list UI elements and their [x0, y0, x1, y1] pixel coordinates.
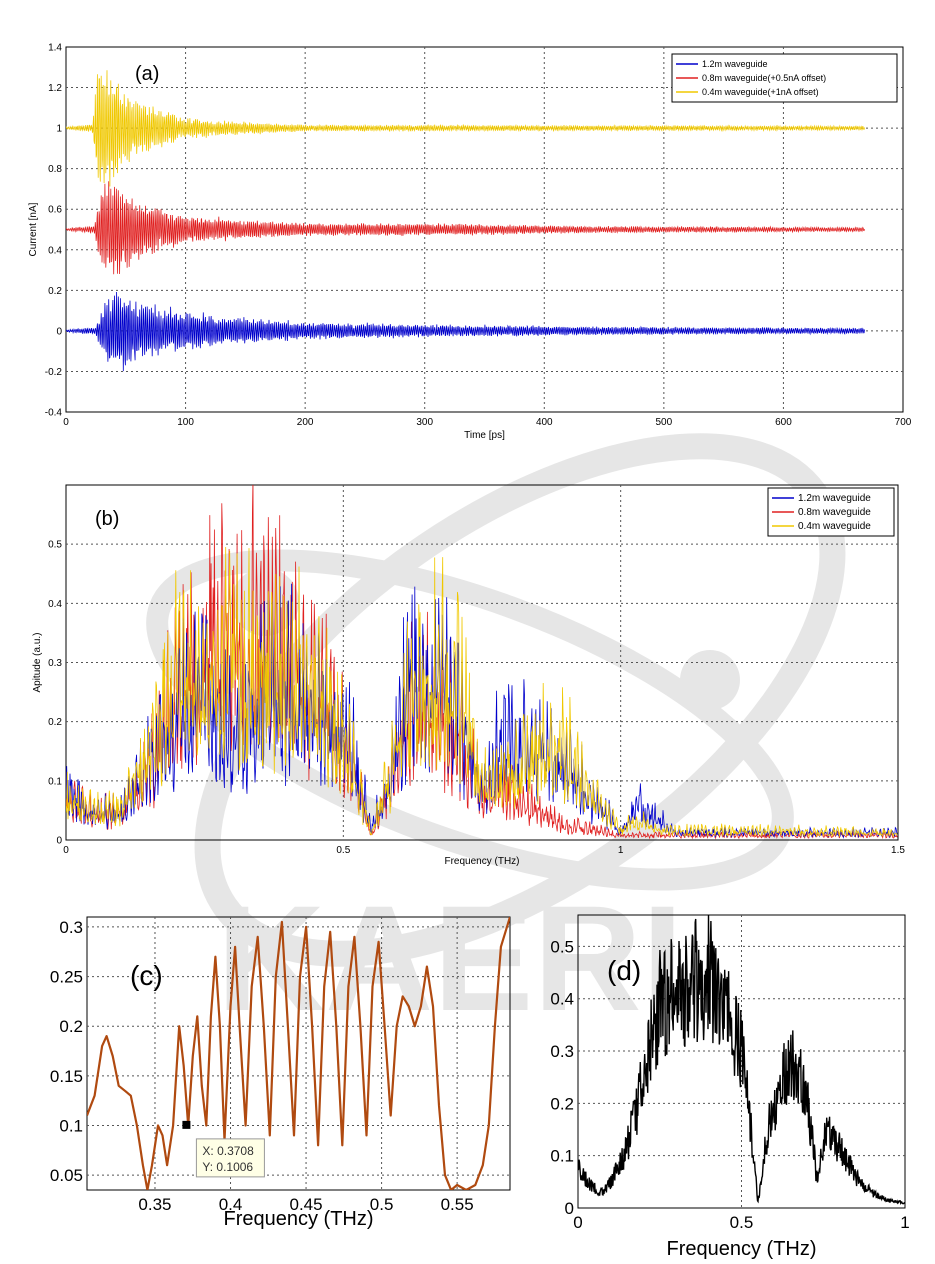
chart-a-y-tick-label: -0.2: [45, 367, 63, 378]
chart-d-y-tick-label: 0.3: [550, 1042, 574, 1061]
chart-a-series-line: [66, 291, 865, 372]
chart-a-time-domain: 0 100 200 300 400 500 600 700 -0.4 -0.2 0 0.2 0.4 0.6…: [28, 43, 912, 442]
chart-a-x-tick-label: 600: [775, 417, 792, 428]
chart-b-legend-entry: 0.8m waveguide: [798, 507, 871, 518]
chart-a-plot-area: [65, 46, 904, 413]
chart-a-series-line: [66, 181, 865, 275]
chart-a-x-tick-label: 500: [656, 417, 673, 428]
chart-d-series-line: [578, 915, 905, 1206]
chart-b-y-tick-label: 0.1: [48, 776, 62, 787]
chart-b-y-tick-label: 0.5: [48, 540, 62, 551]
chart-a-panel-label: (a): [135, 63, 159, 85]
chart-b-y-tick-label: 0.3: [48, 658, 62, 669]
chart-c-panel-label: (c): [130, 960, 163, 991]
chart-a-y-tick-label: 0: [56, 326, 62, 337]
chart-c-y-tick-label: 0.15: [50, 1067, 83, 1086]
chart-b-panel-label: (b): [95, 508, 119, 530]
chart-c-datatip: X: 0.3708 Y: 0.1006: [195, 1138, 265, 1178]
chart-a-y-tick-label: 1: [56, 124, 62, 135]
chart-d-x-tick-label: 0: [573, 1213, 582, 1232]
chart-d-panel-label: (d): [607, 955, 641, 986]
chart-a-series: [66, 70, 865, 372]
chart-b-series-line: [66, 546, 898, 838]
chart-b-y-tick-label: 0.2: [48, 717, 62, 728]
chart-a-series-line: [66, 70, 865, 187]
chart-a-y-tick-label: 1.2: [48, 83, 62, 94]
chart-c-y-tick-label: 0.05: [50, 1166, 83, 1185]
chart-c-y-tick-label: 0.2: [59, 1017, 83, 1036]
chart-d-x-tick-label: 1: [900, 1213, 909, 1232]
chart-a-x-tick-label: 300: [416, 417, 433, 428]
chart-a-x-tick-label: 200: [297, 417, 314, 428]
chart-b-series: [66, 485, 898, 840]
chart-c-series-line: [87, 917, 510, 1190]
chart-a-ticks: 0 100 200 300 400 500 600 700 -0.4 -0.2 0 0.2 0.4 0.6…: [45, 43, 912, 429]
chart-b-legend-entry: 0.4m waveguide: [798, 521, 871, 532]
chart-c-series: [87, 917, 510, 1190]
chart-c-data-marker[interactable]: [182, 1120, 191, 1129]
chart-c-datatip-y: Y: 0.1006: [202, 1160, 253, 1174]
chart-a-y-tick-label: 0.2: [48, 286, 62, 297]
chart-b-y-tick-label: 0: [56, 836, 62, 847]
chart-a-x-axis-label: Time [ps]: [464, 430, 505, 441]
chart-c-x-tick-label: 0.5: [370, 1195, 394, 1214]
chart-a-x-tick-label: 0: [63, 417, 69, 428]
chart-b-legend-entry: 1.2m waveguide: [798, 493, 871, 504]
chart-a-y-tick-label: 1.4: [48, 43, 62, 54]
chart-d-spectrum: 0 0.5 1 0 0.1 0.2 0.3 0.4 0.5 Frequency (THz) (d…: [550, 914, 910, 1260]
chart-b-x-tick-label: 1: [618, 845, 624, 856]
chart-d-y-tick-label: 0.2: [550, 1094, 574, 1113]
chart-b-y-tick-label: 0.4: [48, 599, 62, 610]
chart-b-ticks: 0 0.5 1 1.5 0 0.1 0.2 0.3 0.4 0.5: [48, 540, 905, 856]
chart-a-y-axis-label: Current [nA]: [28, 202, 39, 256]
chart-c-plot-area: [86, 916, 511, 1191]
chart-d-x-axis-label: Frequency (THz): [666, 1238, 816, 1260]
chart-d-y-tick-label: 0.1: [550, 1147, 574, 1166]
chart-a-legend-entry: 0.8m waveguide(+0.5nA offset): [702, 73, 826, 83]
chart-b-x-axis-label: Frequency (THz): [444, 856, 519, 867]
chart-a-legend-entry: 0.4m waveguide(+1nA offset): [702, 87, 819, 97]
chart-c-x-tick-label: 0.45: [290, 1195, 323, 1214]
chart-b-y-axis-label: Apitude (a.u.): [32, 632, 43, 692]
chart-c-zoomed-spectrum: 0.35 0.4 0.45 0.5 0.550.050.10.150.20.250.3 …: [50, 916, 511, 1230]
chart-a-y-tick-label: -0.4: [45, 408, 63, 419]
chart-a-x-tick-label: 400: [536, 417, 553, 428]
chart-a-x-tick-label: 700: [895, 417, 912, 428]
chart-d-y-tick-label: 0.4: [550, 990, 574, 1009]
watermark-text: KAERI: [217, 874, 684, 1042]
chart-c-y-tick-label: 0.3: [59, 918, 83, 937]
chart-a-y-tick-label: 0.8: [48, 164, 62, 175]
chart-b-x-tick-label: 0.5: [336, 845, 350, 856]
chart-b-legend: 1.2m waveguide 0.8m waveguide 0.4m wavegui…: [767, 487, 895, 537]
kaeri-watermark: KAERI: [146, 433, 846, 1042]
chart-d-ticks: 0 0.5 1 0 0.1 0.2 0.3 0.4 0.5: [550, 937, 909, 1232]
chart-c-ticks: 0.35 0.4 0.45 0.5 0.55 0.05 0.1 0.15 0.2 0.25 0.3: [50, 918, 474, 1214]
chart-d-y-tick-label: 0: [565, 1199, 574, 1218]
chart-d-y-tick-label: 0.5: [550, 937, 574, 956]
chart-c-y-tick-label: 0.25: [50, 968, 83, 987]
chart-a-y-tick-label: 0.4: [48, 245, 62, 256]
chart-c-x-axis-label: Frequency (THz): [223, 1208, 373, 1230]
chart-c-x-tick-label: 0.55: [441, 1195, 474, 1214]
chart-c-x-tick-label: 0.4: [219, 1195, 243, 1214]
chart-d-x-tick-label: 0.5: [730, 1213, 754, 1232]
chart-b-spectrum: 0 0.5 1 1.5 0 0.1 0.2 0.3 0.4 0.5 Frequency (THz)…: [32, 484, 905, 867]
chart-b-x-tick-label: 0: [63, 845, 69, 856]
chart-d-series: [578, 915, 905, 1206]
chart-c-datatip-box: [195, 1138, 265, 1178]
chart-a-legend-box: [671, 53, 898, 103]
chart-b-x-tick-label: 1.5: [891, 845, 905, 856]
chart-a-y-tick-label: 0.6: [48, 205, 62, 216]
chart-a-grid: [66, 47, 903, 412]
chart-c-y-tick-label: 0.1: [59, 1116, 83, 1135]
chart-d-grid: [578, 915, 905, 1208]
chart-a-legend-entry: 1.2m waveguide: [702, 59, 768, 69]
chart-a-legend: 1.2m waveguide 0.8m waveguide(+0.5nA offs…: [671, 53, 898, 103]
chart-b-series-line: [66, 485, 898, 840]
chart-a-x-tick-label: 100: [177, 417, 194, 428]
chart-c-x-tick-label: 0.35: [138, 1195, 171, 1214]
chart-c-datatip-x: X: 0.3708: [202, 1144, 254, 1158]
